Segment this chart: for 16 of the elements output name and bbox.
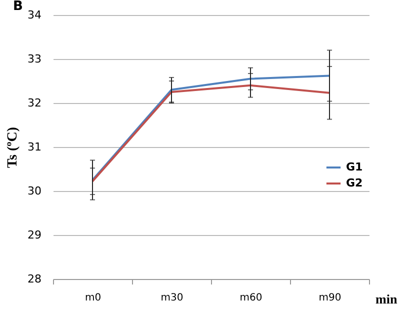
x-tick-label: m90 <box>318 292 342 304</box>
y-tick-label: 29 <box>28 228 42 242</box>
y-tick-label: 32 <box>28 96 42 110</box>
x-tick-label: m60 <box>240 292 262 304</box>
y-tick-label: 33 <box>28 52 42 66</box>
y-tick-label: 28 <box>28 272 42 286</box>
x-tick-label: m0 <box>84 292 102 304</box>
legend-label: G2 <box>346 176 363 190</box>
y-tick-label: 30 <box>28 184 42 198</box>
y-tick-label: 31 <box>28 140 42 154</box>
chart-title: B <box>13 0 23 14</box>
y-tick-label: 34 <box>28 8 42 22</box>
legend-label: G1 <box>346 160 363 174</box>
y-axis-title: Ts (ºC) <box>6 126 21 168</box>
x-tick-label: m30 <box>160 292 184 304</box>
x-axis-title: min <box>376 292 398 306</box>
